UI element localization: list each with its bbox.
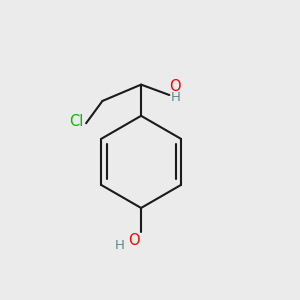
Text: Cl: Cl: [69, 114, 83, 129]
Text: H: H: [115, 239, 125, 252]
Text: O: O: [128, 233, 140, 248]
Text: O: O: [169, 79, 181, 94]
Text: H: H: [171, 91, 181, 104]
